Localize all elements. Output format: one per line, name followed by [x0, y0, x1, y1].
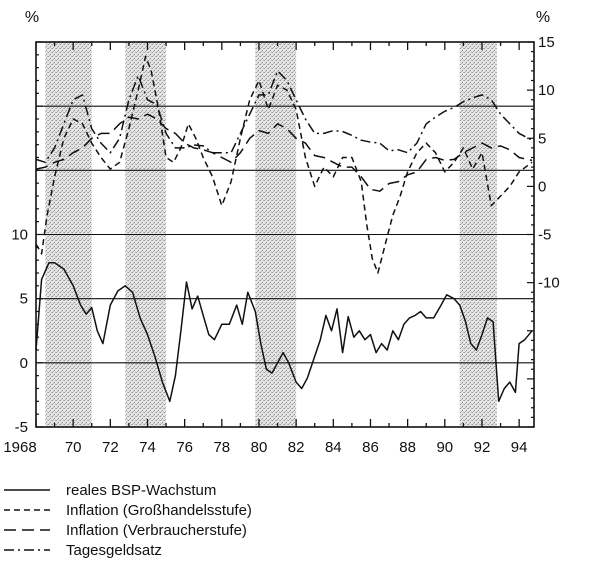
legend-label-2: Inflation (Großhandelsstufe)	[66, 502, 252, 519]
right-tick-label: 15	[538, 34, 555, 51]
left-tick-label: -5	[15, 419, 28, 436]
left-tick-label: 10	[11, 227, 28, 244]
right-tick-label: 5	[538, 130, 546, 147]
left-tick-label: 0	[20, 355, 28, 372]
right-axis-unit: %	[536, 9, 550, 26]
series-line-3	[35, 113, 533, 192]
x-tick-label: 94	[511, 439, 528, 456]
x-tick-label: 72	[102, 439, 119, 456]
series-line-4	[35, 70, 533, 164]
x-tick-label: 92	[474, 439, 491, 456]
legend-label-1: reales BSP-Wachstum	[66, 482, 216, 499]
x-tick-label: 74	[139, 439, 156, 456]
tick-labels: 1968 70 72 74 76 78 80 82 84 86 88 90 92 94 10 5 0 -5 15 10…	[3, 34, 559, 456]
x-tick-label: 82	[288, 439, 305, 456]
legend-label-4: Tagesgeldsatz	[66, 542, 162, 559]
right-tick-label: 0	[538, 178, 546, 195]
legend-label-3: Inflation (Verbraucherstufe)	[66, 522, 247, 539]
left-tick-label: 5	[20, 291, 28, 308]
x-tick-label: 86	[362, 439, 379, 456]
x-tick-label: 76	[176, 439, 193, 456]
right-tick-label: -10	[538, 275, 560, 292]
x-tick-label: 1968	[3, 439, 36, 456]
legend: reales BSP-Wachstum Inflation (Großhandel…	[4, 482, 252, 559]
tick-marks	[35, 41, 534, 428]
series-lines	[35, 55, 533, 403]
x-tick-label: 88	[399, 439, 416, 456]
x-tick-label: 80	[251, 439, 268, 456]
x-tick-label: 78	[213, 439, 230, 456]
right-tick-label: 10	[538, 82, 555, 99]
series-line-1	[35, 261, 533, 403]
right-tick-label: -5	[538, 227, 551, 244]
x-tick-label: 90	[436, 439, 453, 456]
left-axis-unit: %	[25, 9, 39, 26]
x-tick-label: 70	[65, 439, 82, 456]
x-tick-label: 84	[325, 439, 342, 456]
